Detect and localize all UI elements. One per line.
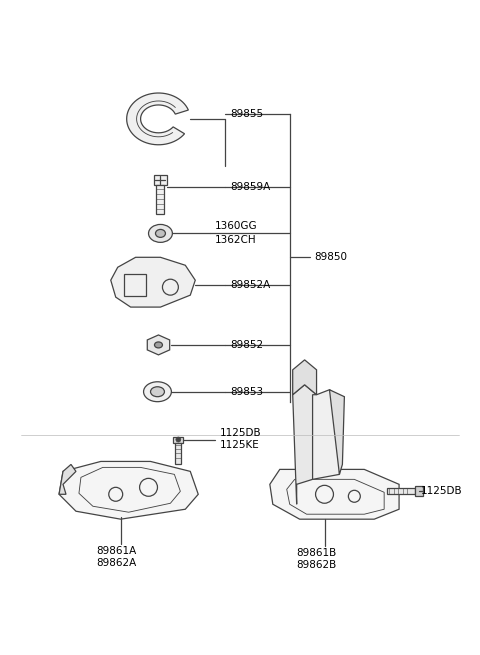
- Text: 1125DB: 1125DB: [220, 428, 262, 438]
- Text: 89852: 89852: [230, 340, 263, 350]
- Ellipse shape: [148, 225, 172, 242]
- Bar: [156, 185, 165, 214]
- Polygon shape: [59, 461, 198, 519]
- Polygon shape: [154, 175, 168, 185]
- Polygon shape: [147, 335, 169, 355]
- Text: 89855: 89855: [230, 109, 263, 119]
- Bar: [175, 443, 181, 464]
- Text: 1362CH: 1362CH: [215, 235, 257, 246]
- Text: 89852A: 89852A: [230, 280, 270, 290]
- Text: 89850: 89850: [314, 252, 348, 262]
- Polygon shape: [111, 257, 195, 307]
- Text: 1360GG: 1360GG: [215, 221, 258, 231]
- Text: 1125KE: 1125KE: [220, 440, 260, 449]
- Text: 89861B: 89861B: [297, 548, 337, 558]
- Polygon shape: [293, 384, 316, 504]
- Circle shape: [176, 437, 181, 442]
- Polygon shape: [173, 436, 183, 443]
- Text: 89853: 89853: [230, 386, 263, 397]
- Text: 89859A: 89859A: [230, 181, 270, 192]
- Ellipse shape: [155, 342, 162, 348]
- Bar: [124, 274, 145, 296]
- Bar: [387, 489, 415, 495]
- Polygon shape: [329, 390, 344, 474]
- Polygon shape: [312, 390, 342, 479]
- Polygon shape: [270, 470, 399, 519]
- Polygon shape: [293, 360, 316, 395]
- Polygon shape: [59, 464, 76, 495]
- Ellipse shape: [156, 229, 166, 237]
- Ellipse shape: [151, 386, 165, 397]
- Text: 89861A: 89861A: [96, 546, 136, 556]
- Bar: [415, 486, 423, 496]
- Ellipse shape: [144, 382, 171, 402]
- Text: 89862A: 89862A: [96, 558, 136, 568]
- Polygon shape: [127, 93, 188, 145]
- Text: 89862B: 89862B: [297, 560, 337, 570]
- Text: 1125DB: 1125DB: [421, 486, 463, 496]
